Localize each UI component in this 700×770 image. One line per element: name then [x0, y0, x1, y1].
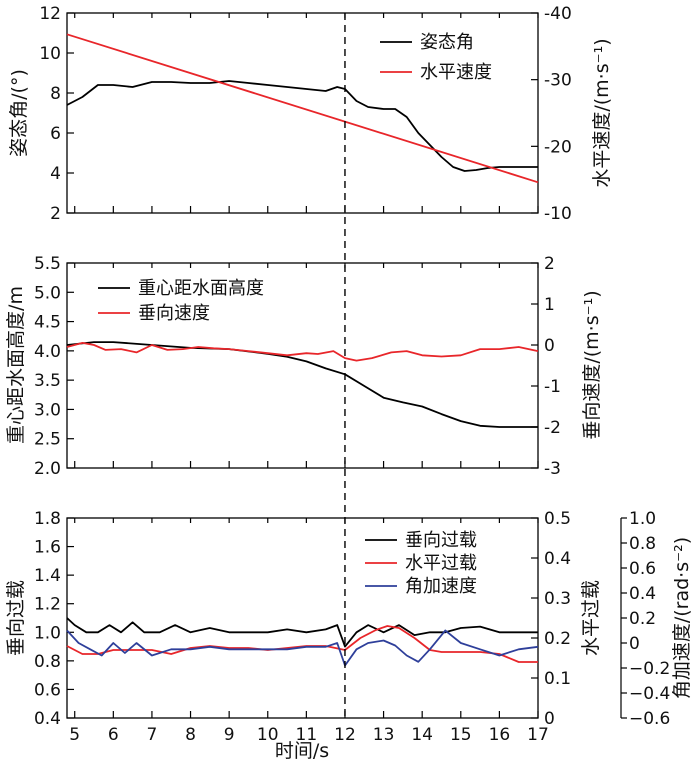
legend-label-horizontal-overload: 水平过载 — [405, 553, 477, 574]
x-tick-label: 6 — [108, 725, 119, 745]
series-line — [66, 342, 539, 362]
x-tick-label: 11 — [296, 725, 318, 745]
y2-axis-label: 水平过载 — [580, 580, 602, 656]
panel-attitude: 2 4 6 8 10 12 -10 -20 -30 -40 姿态角/(°) 水平速度/(m·s⁻¹… — [8, 4, 613, 224]
series-group — [66, 33, 539, 184]
panel-height: 2.0 2.5 3.0 3.5 4.0 4.5 5.0 5.5 -3 -2 -1 0 1 2 重心距水面高… — [5, 254, 603, 479]
y-axis-label: 重心距水面高度/m — [5, 286, 27, 444]
y2-axis-label: 水平速度/(m·s⁻¹) — [591, 38, 613, 187]
x-tick-label: 17 — [527, 725, 549, 745]
series-line — [66, 341, 538, 428]
x-tick-label: 9 — [224, 725, 235, 745]
y-tick-label: 1.0 — [34, 623, 61, 643]
y-axis-label: 垂向过载 — [5, 580, 27, 656]
legend-label-attitude: 姿态角 — [420, 32, 474, 53]
series-line — [66, 33, 539, 184]
y3-tick-label: −0.4 — [629, 684, 670, 704]
legend-label-horizontal-speed: 水平速度 — [420, 62, 492, 83]
panel-overload: 0.4 0.6 0.8 1.0 1.2 1.4 1.6 1.8 0 0.1 0.2 0.3 0.4 0.5… — [5, 509, 693, 762]
y-tick-label: 2.0 — [34, 459, 61, 479]
legend: 重心距水面高度 垂向速度 — [98, 278, 264, 324]
ticks: 2 4 6 8 10 12 -10 -20 -30 -40 — [39, 4, 571, 224]
y-tick-label: 5.0 — [34, 283, 61, 303]
series-line — [66, 629, 539, 667]
legend: 垂向过载 水平过载 角加速度 — [365, 530, 477, 597]
x-tick-label: 16 — [489, 725, 511, 745]
y-tick-label: 8 — [50, 84, 61, 104]
y-tick-label: 0.6 — [34, 680, 61, 700]
y-tick-label: 2 — [50, 204, 61, 224]
y2-tick-label: 0.1 — [544, 669, 571, 689]
legend-label-vertical-speed: 垂向速度 — [138, 303, 210, 324]
x-tick-label: 7 — [147, 725, 158, 745]
ticks: 0.4 0.6 0.8 1.0 1.2 1.4 1.6 1.8 0 0.1 0.2 0.3 0.4 0.5… — [34, 509, 670, 745]
plot-frame — [66, 12, 539, 214]
y-tick-label: 12 — [39, 4, 61, 24]
legend: 姿态角 水平速度 — [380, 32, 492, 83]
y2-axis-label: 垂向速度/(m·s⁻¹) — [581, 290, 603, 439]
x-tick-label: 13 — [373, 725, 395, 745]
y3-tick-label: 0.6 — [629, 559, 656, 579]
y2-tick-label: -1 — [544, 377, 561, 397]
y-tick-label: 1.2 — [34, 595, 61, 615]
legend-label-angular-acceleration: 角加速度 — [405, 576, 477, 597]
series-line — [66, 80, 538, 172]
y-axis-label: 姿态角/(°) — [8, 69, 30, 157]
y-tick-label: 2.5 — [34, 430, 61, 450]
y-tick-label: 1.4 — [34, 566, 61, 586]
y2-tick-label: -40 — [544, 4, 572, 24]
y-tick-label: 4.0 — [34, 342, 61, 362]
y2-tick-label: 1 — [544, 295, 555, 315]
y3-tick-label: 0.8 — [629, 534, 656, 554]
y2-tick-label: 0.5 — [544, 509, 571, 529]
y2-tick-label: -2 — [544, 418, 561, 438]
legend-label-height: 重心距水面高度 — [138, 278, 264, 299]
y3-axis-label: 角加速度/(rad·s⁻²) — [671, 537, 693, 699]
y-tick-label: 5.5 — [34, 254, 61, 274]
y-tick-label: 3.0 — [34, 400, 61, 420]
y2-tick-label: 0.3 — [544, 589, 571, 609]
x-axis-label: 时间/s — [275, 740, 329, 762]
y2-tick-label: -20 — [544, 137, 572, 157]
y2-tick-label: -30 — [544, 71, 572, 91]
x-tick-label: 15 — [450, 725, 472, 745]
ticks: 2.0 2.5 3.0 3.5 4.0 4.5 5.0 5.5 -3 -2 -1 0 1 2 — [34, 254, 561, 479]
legend-label-vertical-overload: 垂向过载 — [405, 530, 477, 551]
y-tick-label: 1.6 — [34, 538, 61, 558]
y3-tick-label: −0.6 — [629, 709, 670, 729]
y2-tick-label: -3 — [544, 459, 561, 479]
y2-tick-label: 0 — [544, 336, 555, 356]
y-tick-label: 10 — [39, 44, 61, 64]
y3-tick-label: 1.0 — [629, 509, 656, 529]
y-tick-label: 1.8 — [34, 509, 61, 529]
y2-tick-label: 0.2 — [544, 629, 571, 649]
y-tick-label: 0.8 — [34, 652, 61, 672]
x-tick-label: 14 — [411, 725, 433, 745]
y-tick-label: 0.4 — [34, 709, 61, 729]
y-tick-label: 4 — [50, 164, 61, 184]
y3-tick-label: −0.2 — [629, 659, 670, 679]
x-tick-label: 12 — [334, 725, 356, 745]
x-tick-label: 8 — [185, 725, 196, 745]
y3-tick-label: 0.2 — [629, 609, 656, 629]
y2-tick-label: -10 — [544, 204, 572, 224]
series-group — [66, 341, 539, 428]
series-line — [66, 617, 538, 648]
y-tick-label: 3.5 — [34, 371, 61, 391]
y3-tick-label: 0.4 — [629, 584, 656, 604]
y-tick-label: 6 — [50, 124, 61, 144]
y-tick-label: 4.5 — [34, 313, 61, 333]
x-tick-label: 10 — [257, 725, 279, 745]
x-tick-label: 5 — [69, 725, 80, 745]
y3-tick-label: 0 — [629, 634, 640, 654]
y2-tick-label: 0 — [544, 709, 555, 729]
series-group — [66, 617, 539, 667]
y2-tick-label: 0.4 — [544, 549, 571, 569]
y2-tick-label: 2 — [544, 254, 555, 274]
plot-frame — [66, 262, 539, 469]
